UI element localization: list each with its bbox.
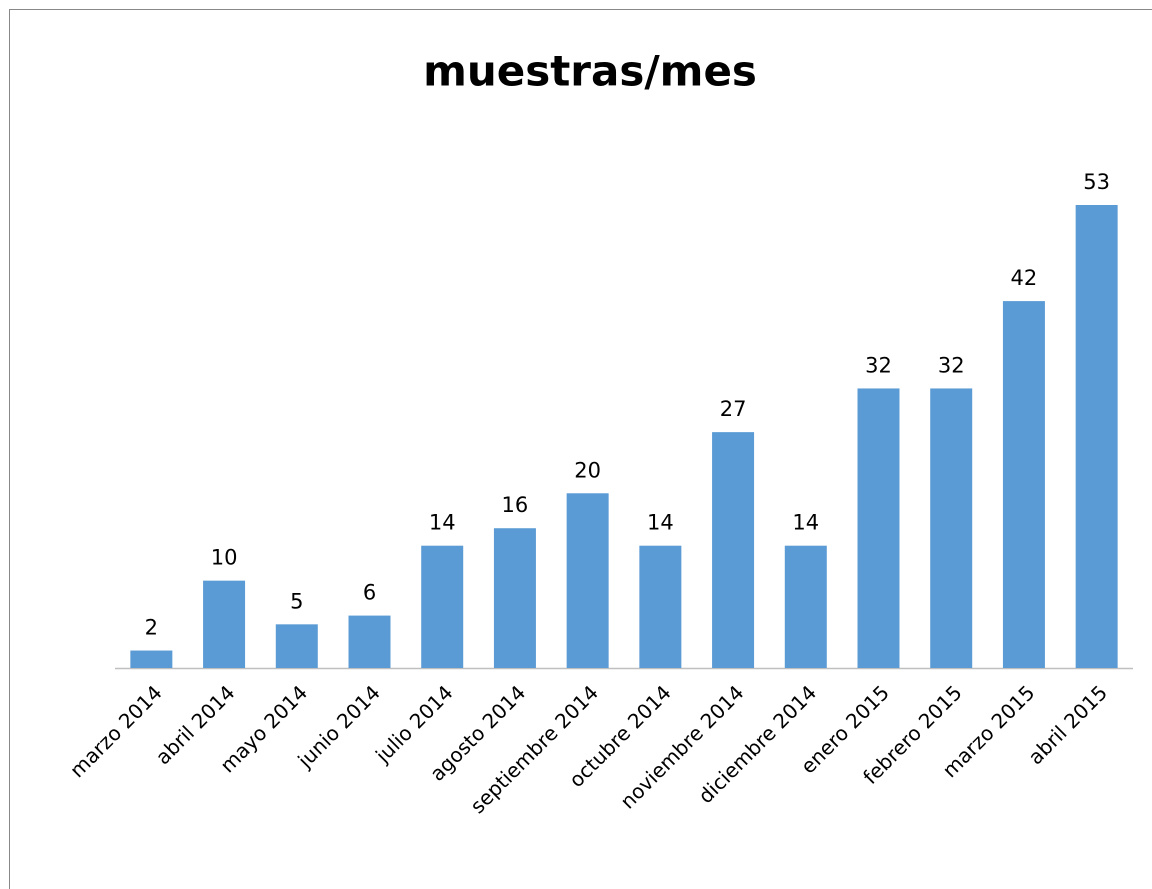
data-label: 14	[792, 511, 819, 535]
data-label: 42	[1011, 266, 1038, 290]
bar	[857, 388, 900, 668]
data-label: 16	[502, 493, 529, 517]
data-label: 14	[647, 511, 674, 535]
bar	[1075, 205, 1118, 668]
bar	[421, 545, 464, 668]
data-label: 10	[211, 546, 238, 570]
bar	[784, 545, 827, 668]
data-label: 53	[1083, 170, 1110, 194]
data-label: 32	[865, 353, 892, 377]
data-label: 2	[145, 616, 158, 640]
data-label: 5	[290, 589, 303, 613]
chart-title: muestras/mes	[423, 47, 757, 96]
bar	[639, 545, 682, 668]
data-label: 32	[938, 353, 965, 377]
bar	[1002, 301, 1045, 668]
bar	[930, 388, 973, 668]
data-label: 20	[574, 458, 601, 482]
bar	[130, 650, 173, 668]
bar	[348, 615, 391, 668]
bar	[275, 624, 318, 668]
data-label: 27	[720, 397, 747, 421]
bar	[203, 580, 246, 668]
data-label: 14	[429, 511, 456, 535]
bar	[712, 432, 755, 668]
chart-border	[9, 9, 1152, 889]
data-label: 6	[363, 581, 376, 605]
bar	[566, 493, 609, 668]
bar	[493, 528, 536, 668]
